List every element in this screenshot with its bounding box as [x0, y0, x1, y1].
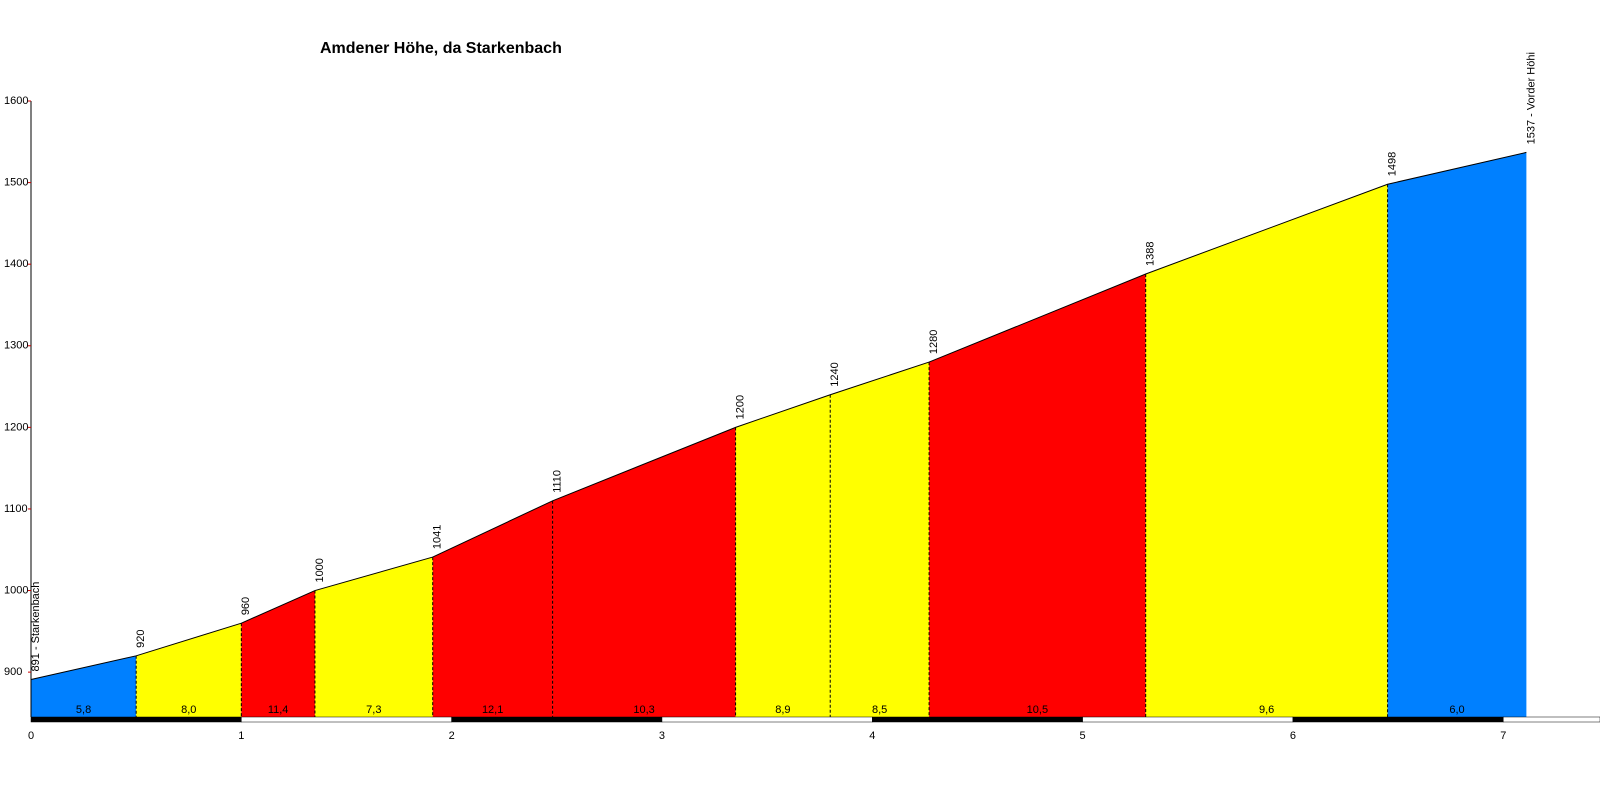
gradient-label: 6,0 [1449, 704, 1464, 716]
segment-area [31, 655, 137, 717]
x-tick-label: 1 [238, 730, 244, 742]
x-tick-label: 7 [1500, 730, 1506, 742]
y-tick-label: 1400 [4, 258, 28, 270]
elevation-label: 920 [135, 629, 147, 647]
segment-area [432, 500, 553, 717]
gradient-label: 5,8 [76, 704, 91, 716]
gradient-label: 10,3 [633, 704, 654, 716]
gradient-label: 10,5 [1027, 704, 1048, 716]
profile-line [30, 151, 1527, 680]
chart-title: Amdener Höhe, da Starkenbach [320, 40, 562, 57]
gradient-label: 12,1 [482, 704, 503, 716]
y-tick-label: 1500 [4, 176, 28, 188]
x-tick-label: 6 [1290, 730, 1296, 742]
elevation-label: 891 - Starkenbach [30, 582, 42, 672]
y-tick-label: 1200 [4, 421, 28, 433]
scale-bar [30, 716, 242, 723]
y-tick-label: 1100 [4, 503, 28, 515]
gradient-label: 8,0 [181, 704, 196, 716]
scale-bar [1082, 716, 1294, 723]
elevation-label: 1041 [432, 525, 444, 549]
scale-bar [451, 716, 663, 723]
segment-area [735, 394, 831, 717]
elevation-label: 1200 [734, 395, 746, 419]
scale-bar [872, 716, 1083, 723]
segment-area [552, 427, 736, 717]
gradient-label: 8,9 [775, 704, 790, 716]
x-tick-label: 2 [449, 730, 455, 742]
scale-bar [1503, 716, 1600, 723]
y-tick-label: 1600 [4, 95, 28, 107]
y-tick-label: 900 [4, 666, 22, 678]
elevation-label: 1000 [314, 558, 326, 582]
scale-bar [1292, 716, 1504, 723]
segment-area [136, 623, 242, 717]
elevation-label: 1388 [1145, 241, 1157, 265]
gradient-label: 9,6 [1259, 704, 1274, 716]
y-tick-label: 1300 [4, 340, 28, 352]
segment-area [830, 362, 930, 717]
gradient-label: 11,4 [268, 704, 289, 716]
gradient-label: 7,3 [366, 704, 381, 716]
segment-area [1145, 184, 1388, 717]
segment-area [314, 557, 433, 717]
x-tick-label: 0 [28, 730, 34, 742]
x-tick-label: 5 [1080, 730, 1086, 742]
elevation-label: 960 [240, 597, 252, 615]
segment-area [929, 273, 1146, 717]
elevation-label: 1280 [928, 330, 940, 354]
elevation-label: 1498 [1386, 152, 1398, 176]
gradient-label: 8,5 [872, 704, 887, 716]
elevation-label: 1240 [829, 362, 841, 386]
y-tick-label: 1000 [4, 584, 28, 596]
segment-area [241, 590, 315, 717]
scale-bar [661, 716, 873, 723]
x-tick-label: 4 [869, 730, 875, 742]
segment-area [1387, 152, 1527, 718]
elevation-label: 1537 - Vorder Höhi [1525, 52, 1537, 144]
x-tick-label: 3 [659, 730, 665, 742]
scale-bar [241, 716, 452, 723]
elevation-label: 1110 [552, 470, 564, 493]
